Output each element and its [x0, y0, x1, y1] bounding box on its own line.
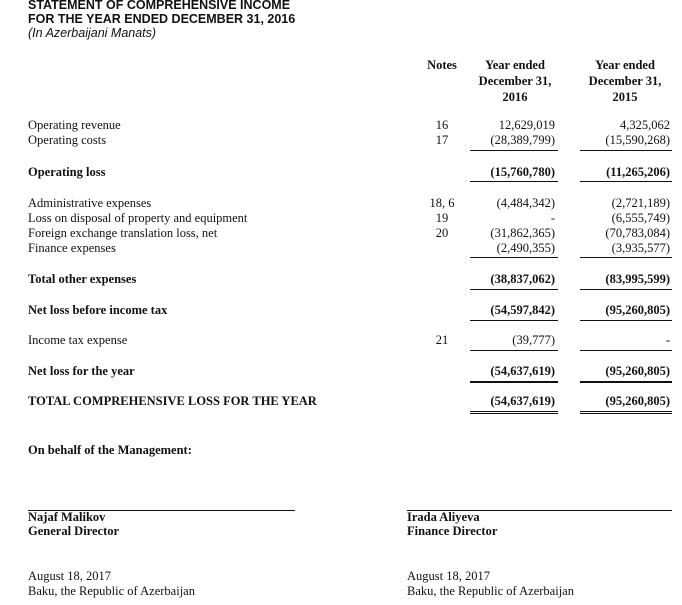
notes-header: Notes	[427, 58, 457, 72]
row-value-2016: (54,637,619)	[490, 394, 555, 408]
total-underline	[580, 320, 672, 321]
total-underline	[470, 381, 558, 383]
header-line: December 31,	[478, 74, 552, 88]
row-note: 19	[435, 211, 449, 225]
sign-date-left: August 18, 2017	[28, 569, 111, 583]
total-underline	[470, 289, 558, 290]
row-label: TOTAL COMPREHENSIVE LOSS FOR THE YEAR	[28, 394, 317, 408]
total-underline	[580, 289, 672, 290]
statement-currency: (In Azerbaijani Manats)	[28, 26, 157, 40]
row-label: Net loss for the year	[28, 364, 135, 378]
column-header-2015: Year ended December 31, 2015	[575, 57, 675, 105]
row-value-2016: 12,629,019	[498, 118, 555, 132]
row-label: Operating loss	[28, 165, 106, 179]
row-value-2016: (54,637,619)	[490, 364, 555, 378]
row-label: Income tax expense	[28, 333, 128, 347]
total-underline	[580, 181, 672, 182]
header-line: 2015	[612, 90, 638, 104]
row-label: Loss on disposal of property and equipme…	[28, 211, 248, 225]
header-line: Year ended	[595, 58, 655, 72]
total-underline	[470, 181, 558, 182]
statement-title: STATEMENT OF COMPREHENSIVE INCOME	[28, 0, 291, 12]
row-value-2015: (95,260,805)	[605, 394, 670, 408]
row-value-2015: (6,555,749)	[611, 211, 670, 225]
row-value-2016: (54,597,842)	[490, 303, 555, 317]
row-value-2016: (2,490,355)	[496, 241, 555, 255]
row-label: Operating costs	[28, 133, 107, 147]
statement-period: FOR THE YEAR ENDED DECEMBER 31, 2016	[28, 12, 296, 26]
row-label: Administrative expenses	[28, 196, 152, 210]
column-header-2016: Year ended December 31, 2016	[465, 57, 565, 105]
row-value-2015: -	[665, 333, 670, 347]
row-label: Foreign exchange translation loss, net	[28, 226, 218, 240]
header-line: December 31,	[588, 74, 662, 88]
row-value-2016: -	[550, 211, 555, 225]
total-underline	[580, 150, 672, 151]
row-label: Total other expenses	[28, 272, 137, 286]
row-note: 21	[435, 333, 449, 347]
row-value-2015: (70,783,084)	[605, 226, 670, 240]
signature-line-left	[28, 510, 295, 511]
total-underline	[470, 411, 558, 414]
sign-date-right: August 18, 2017	[407, 569, 490, 583]
row-label: Finance expenses	[28, 241, 116, 255]
row-value-2015: (95,260,805)	[605, 364, 670, 378]
row-value-2015: (95,260,805)	[605, 303, 670, 317]
row-value-2016: (38,837,062)	[490, 272, 555, 286]
signatory-title-right: Finance Director	[407, 524, 498, 538]
sign-place-left: Baku, the Republic of Azerbaijan	[28, 584, 195, 598]
signatory-name-left: Najaf Malikov	[28, 510, 106, 524]
header-line: Year ended	[485, 58, 545, 72]
total-underline	[470, 350, 558, 351]
row-label: Operating revenue	[28, 118, 121, 132]
row-value-2015: (15,590,268)	[605, 133, 670, 147]
signatory-name-right: Irada Aliyeva	[407, 510, 480, 524]
row-value-2015: (83,995,599)	[605, 272, 670, 286]
total-underline	[580, 350, 672, 351]
row-note: 17	[435, 133, 449, 147]
total-underline	[470, 257, 558, 258]
row-value-2016: (31,862,365)	[490, 226, 555, 240]
row-value-2016: (39,777)	[512, 333, 555, 347]
header-line: 2016	[502, 90, 528, 104]
row-value-2015: (3,935,577)	[611, 241, 670, 255]
total-underline	[580, 257, 672, 258]
total-underline	[470, 320, 558, 321]
total-underline	[580, 411, 672, 414]
row-label: Net loss before income tax	[28, 303, 168, 317]
row-note: 18, 6	[429, 196, 455, 210]
signatory-title-left: General Director	[28, 524, 120, 538]
row-note: 20	[435, 226, 449, 240]
row-value-2015: (11,265,206)	[606, 165, 670, 179]
row-value-2016: (28,389,799)	[490, 133, 555, 147]
row-value-2015: 4,325,062	[620, 118, 670, 132]
total-underline	[470, 150, 558, 151]
row-value-2016: (15,760,780)	[490, 165, 555, 179]
total-underline	[580, 381, 672, 383]
row-value-2015: (2,721,189)	[611, 196, 670, 210]
row-value-2016: (4,484,342)	[496, 196, 555, 210]
row-note: 16	[435, 118, 449, 132]
signatures-intro: On behalf of the Management:	[28, 443, 192, 457]
signature-line-right	[407, 510, 672, 511]
sign-place-right: Baku, the Republic of Azerbaijan	[407, 584, 574, 598]
